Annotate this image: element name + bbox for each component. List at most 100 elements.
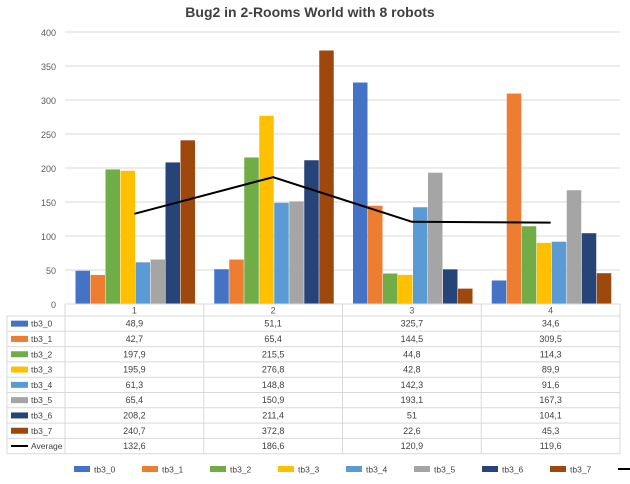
legend-key-tb3_1 [142, 466, 158, 472]
x-tick-label: 4 [548, 306, 553, 316]
legend-key-tb3_2 [210, 466, 226, 472]
x-tick-label: 2 [271, 306, 276, 316]
bar-tb3_4-cat-4 [551, 241, 567, 304]
table-cell: 211,4 [262, 410, 284, 420]
table-row-label: tb3_2 [31, 349, 53, 359]
table-legend-key-tb3_5 [11, 397, 28, 404]
table-cell: 150,9 [262, 395, 285, 405]
table-row-label: tb3_1 [31, 334, 53, 344]
table-cell: 372,8 [262, 426, 285, 436]
table-cell: 44,8 [403, 349, 421, 359]
table-legend-key-tb3_2 [11, 351, 28, 358]
table-cell: 65,4 [264, 334, 282, 344]
bar-tb3_1-cat-4 [506, 93, 522, 304]
table-legend-key-tb3_3 [11, 366, 28, 373]
y-tick-label: 250 [41, 130, 56, 140]
table-cell: 22,6 [403, 426, 421, 436]
bar-tb3_4-cat-1 [135, 262, 150, 304]
table-legend-key-tb3_4 [11, 381, 28, 388]
bar-tb3_0-cat-4 [491, 280, 507, 304]
legend-key-tb3_5 [414, 466, 430, 472]
table-cell: 193,1 [401, 395, 424, 405]
table-cell: 104,1 [539, 410, 562, 420]
bar-tb3_6-cat-4 [581, 233, 597, 304]
legend-label: tb3_2 [230, 465, 252, 475]
bar-tb3_7-cat-3 [458, 288, 473, 304]
table-cell: 186,6 [262, 441, 285, 451]
chart-title: Bug2 in 2-Rooms World with 8 robots [185, 4, 435, 20]
table-cell: 119,6 [540, 441, 562, 451]
legend-key-tb3_6 [482, 466, 498, 472]
table-legend-key-tb3_7 [11, 427, 28, 434]
table-cell: 142,3 [401, 380, 424, 390]
table-cell: 197,9 [123, 349, 146, 359]
bar-tb3_4-cat-3 [413, 207, 428, 304]
bar-tb3_4-cat-2 [274, 202, 289, 304]
table-cell: 208,2 [123, 410, 146, 420]
table-row-label: tb3_3 [31, 365, 53, 375]
x-tick-label: 1 [132, 306, 137, 316]
table-cell: 309,5 [539, 334, 562, 344]
bar-tb3_3-cat-4 [536, 242, 552, 304]
legend-key-tb3_3 [278, 466, 294, 472]
table-cell: 240,7 [123, 426, 146, 436]
table-row-label: tb3_6 [31, 410, 53, 420]
bar-tb3_7-cat-2 [319, 50, 334, 304]
legend-label: tb3_3 [298, 465, 320, 475]
bar-tb3_2-cat-4 [521, 226, 537, 304]
table-cell: 61,3 [126, 380, 144, 390]
y-tick-label: 350 [41, 62, 56, 72]
y-tick-label: 200 [41, 164, 56, 174]
legend-label: tb3_1 [162, 465, 184, 475]
y-tick-label: 100 [41, 232, 56, 242]
bar-tb3_2-cat-3 [383, 273, 398, 304]
bar-tb3_1-cat-2 [229, 259, 244, 304]
x-tick-label: 3 [409, 306, 414, 316]
table-cell: 51,1 [264, 319, 282, 329]
table-legend-key-tb3_1 [11, 335, 28, 342]
table-cell: 51 [407, 410, 417, 420]
y-tick-label: 150 [41, 198, 56, 208]
bar-tb3_5-cat-3 [428, 172, 443, 304]
legend-key-tb3_4 [346, 466, 362, 472]
bar-tb3_5-cat-4 [566, 190, 582, 304]
table-cell: 91,6 [542, 380, 560, 390]
average-line [134, 176, 551, 224]
legend-label: tb3_0 [94, 465, 116, 475]
table-row-label: tb3_0 [31, 319, 53, 329]
bar-tb3_3-cat-2 [259, 115, 274, 304]
legend-label: tb3_4 [366, 465, 388, 475]
bar-tb3_5-cat-1 [150, 259, 165, 304]
y-tick-label: 400 [41, 28, 56, 38]
table-legend-key-tb3_6 [11, 412, 28, 419]
table-cell: 167,3 [539, 395, 562, 405]
table-cell: 65,4 [126, 395, 144, 405]
table-cell: 45,3 [542, 426, 560, 436]
legend-key-tb3_0 [74, 466, 90, 472]
bar-tb3_7-cat-4 [596, 273, 612, 304]
table-cell: 215,5 [262, 349, 285, 359]
legend-label: tb3_7 [570, 465, 592, 475]
bar-tb3_5-cat-2 [289, 201, 304, 304]
table-cell: 144,5 [401, 334, 424, 344]
table-cell: 148,8 [262, 380, 285, 390]
bar-tb3_6-cat-2 [304, 160, 319, 304]
bar-tb3_0-cat-3 [353, 82, 368, 304]
table-legend-key-tb3_0 [11, 320, 28, 327]
bar-tb3_3-cat-1 [120, 170, 135, 304]
y-tick-label: 50 [46, 266, 56, 276]
bar-tb3_6-cat-3 [443, 269, 458, 304]
table-cell: 132,6 [123, 441, 146, 451]
table-cell: 34,6 [542, 319, 560, 329]
bar-tb3_6-cat-1 [165, 162, 180, 304]
table-row-label: Average [31, 441, 63, 451]
bar-tb3_0-cat-2 [214, 269, 229, 304]
table-row-label: tb3_5 [31, 395, 53, 405]
bar-tb3_1-cat-3 [368, 205, 383, 304]
bar-tb3_0-cat-1 [75, 270, 90, 304]
bar-tb3_2-cat-2 [244, 157, 259, 304]
bar-tb3_2-cat-1 [105, 169, 120, 304]
table-cell: 114,3 [540, 349, 562, 359]
